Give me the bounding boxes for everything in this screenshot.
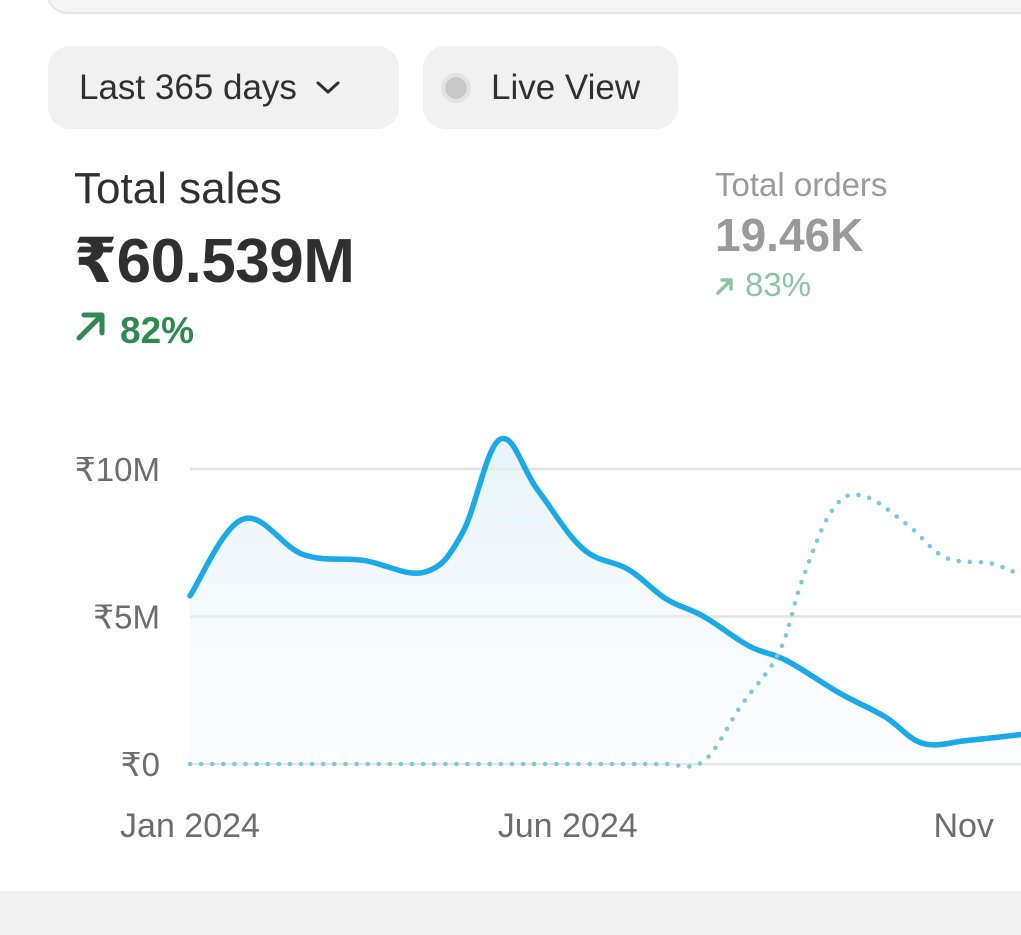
total-orders-value: 19.46K xyxy=(715,209,864,261)
total-orders-change-value: 83% xyxy=(745,266,812,303)
series-line-current[interactable] xyxy=(187,435,1021,748)
chevron-down-icon xyxy=(315,80,341,96)
x-tick-label: Jan 2024 xyxy=(120,807,260,845)
y-tick-label: ₹0 xyxy=(121,746,160,783)
top-search-bar[interactable] xyxy=(46,0,1021,14)
total-sales-change-value: 82% xyxy=(120,309,195,351)
live-view-button[interactable]: Live View xyxy=(423,46,678,129)
total-sales-metric[interactable]: Total sales ₹60.539M 82% xyxy=(74,164,355,352)
y-tick-label: ₹5M xyxy=(93,599,160,636)
arrow-up-right-icon xyxy=(715,266,745,304)
total-orders-change: 83% xyxy=(715,266,887,304)
x-tick-label: Nov xyxy=(933,807,993,845)
date-range-dropdown[interactable]: Last 365 days xyxy=(48,46,399,129)
total-orders-metric[interactable]: Total orders 19.46K 83% xyxy=(715,166,887,304)
date-range-label: Last 365 days xyxy=(79,67,297,107)
total-orders-label: Total orders xyxy=(715,166,888,203)
series-line-comparison[interactable] xyxy=(187,492,1021,769)
live-status-dot-icon xyxy=(445,76,467,99)
live-view-label: Live View xyxy=(491,67,641,107)
y-tick-label: ₹10M xyxy=(75,451,160,488)
sales-area-fill xyxy=(190,438,1021,764)
total-sales-label: Total sales xyxy=(74,164,282,213)
total-sales-value: ₹60.539M xyxy=(74,227,355,296)
total-sales-change: 82% xyxy=(74,309,354,352)
sales-line-chart[interactable]: ₹0 ₹5M ₹10M Jan 2024 Jun 2024 Nov xyxy=(0,400,1021,860)
footer-bar xyxy=(0,891,1021,935)
x-tick-label: Jun 2024 xyxy=(498,807,638,845)
arrow-up-right-icon xyxy=(74,309,120,352)
